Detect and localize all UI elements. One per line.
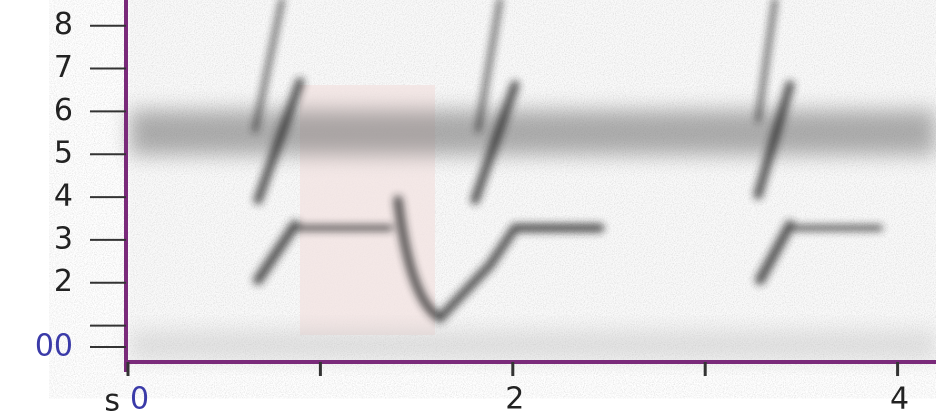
y-tick-label: 8 [54,7,73,42]
y-tick-label: 3 [54,221,73,256]
spectrogram-image [130,0,936,362]
y-tick-label: 5 [54,136,73,171]
y-tick-label: 6 [54,93,73,128]
y-tick-label: 2 [54,264,73,299]
y-tick-label: 4 [54,179,73,214]
x-tick-label: 4 [890,382,909,415]
y-tick-label: 00 [35,329,73,364]
x-tick-label: 2 [505,382,524,415]
x-tick-label: 0 [130,382,149,415]
spectrogram-chart: 00 2 3 4 5 6 7 8 0 2 4 s [0,0,936,415]
y-tick-label: 7 [54,50,73,85]
x-axis-label: s [104,384,120,415]
